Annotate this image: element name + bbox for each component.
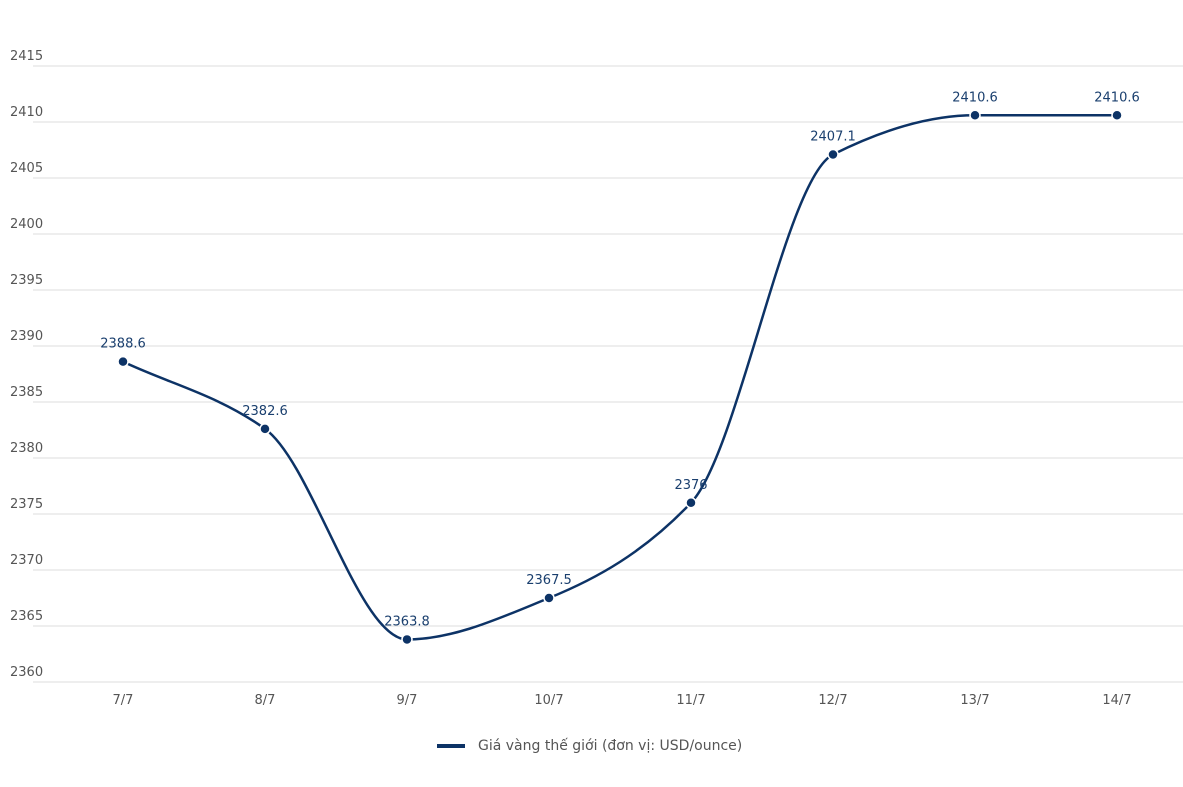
data-point <box>401 633 413 646</box>
y-tick-label: 2370 <box>10 553 43 568</box>
y-tick-label: 2385 <box>10 385 43 400</box>
data-point <box>259 423 271 435</box>
y-tick-label: 2375 <box>10 497 43 512</box>
legend: Giá vàng thế giới (đơn vị: USD/ounce) <box>437 738 742 754</box>
y-tick-label: 2395 <box>10 273 43 288</box>
y-tick-label: 2405 <box>10 161 43 176</box>
data-label: 2410.6 <box>1094 90 1140 105</box>
gridlines <box>33 65 1183 683</box>
data-points <box>117 109 1123 646</box>
data-point <box>685 497 697 509</box>
data-point <box>543 592 555 604</box>
x-axis: 7/7 8/7 9/7 10/7 11/7 12/7 13/7 14/7 <box>113 693 1132 708</box>
data-labels: 2388.6 2382.6 2363.8 2367.5 2376 2407.1 2410.6… <box>100 90 1140 629</box>
y-axis: 2415 2410 2405 2400 2395 2390 2385 2380 2375 2370… <box>10 49 43 680</box>
x-tick-label: 8/7 <box>255 693 276 708</box>
x-tick-label: 9/7 <box>397 693 418 708</box>
data-label: 2382.6 <box>242 404 288 419</box>
data-label: 2363.8 <box>384 614 430 629</box>
legend-label: Giá vàng thế giới (đơn vị: USD/ounce) <box>478 738 743 754</box>
data-point <box>1111 109 1123 122</box>
y-tick-label: 2400 <box>10 217 43 232</box>
data-label: 2388.6 <box>100 337 146 352</box>
x-tick-label: 12/7 <box>818 693 847 708</box>
x-tick-label: 13/7 <box>960 693 989 708</box>
y-tick-label: 2390 <box>10 329 43 344</box>
x-tick-label: 7/7 <box>113 693 134 708</box>
data-label: 2376 <box>674 478 707 493</box>
legend-swatch <box>437 744 465 748</box>
series-line <box>122 114 1117 641</box>
y-tick-label: 2410 <box>10 105 43 120</box>
data-point <box>827 148 839 161</box>
y-tick-label: 2380 <box>10 441 43 456</box>
data-point <box>117 355 129 368</box>
data-label: 2410.6 <box>952 90 998 105</box>
data-label: 2367.5 <box>526 573 572 588</box>
y-tick-label: 2415 <box>10 49 43 64</box>
x-tick-label: 14/7 <box>1102 693 1131 708</box>
data-point <box>969 109 981 122</box>
y-tick-label: 2360 <box>10 665 43 680</box>
x-tick-label: 11/7 <box>676 693 705 708</box>
x-tick-label: 10/7 <box>534 693 563 708</box>
data-label: 2407.1 <box>810 129 856 144</box>
y-tick-label: 2365 <box>10 609 43 624</box>
